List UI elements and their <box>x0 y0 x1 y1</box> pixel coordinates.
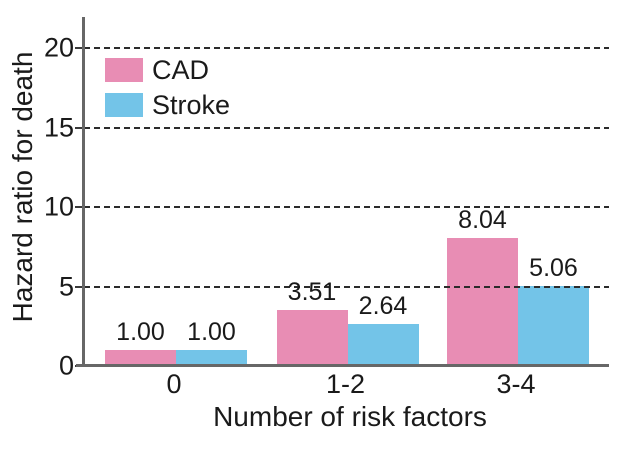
legend-item-cad: CAD <box>105 54 230 85</box>
bar-cad-0 <box>105 350 176 366</box>
bar-cad-3-4 <box>447 238 518 366</box>
x-tick-label-3-4: 3-4 <box>496 369 536 399</box>
legend-item-stroke: Stroke <box>105 89 231 120</box>
x-tick-label-0: 0 <box>166 369 182 399</box>
value-label-cad-3-4: 8.04 <box>458 206 507 234</box>
y-tick-mark-15 <box>75 126 84 129</box>
x-axis-line <box>76 364 609 367</box>
bar-cad-1-2 <box>276 310 348 366</box>
value-label-stroke-1-2: 2.64 <box>358 292 408 320</box>
y-tick-label-10: 10 <box>43 191 74 222</box>
y-tick-mark-5 <box>75 285 84 288</box>
bar-stroke-0 <box>176 350 247 366</box>
y-tick-label-15: 15 <box>43 112 74 142</box>
value-label-stroke-0: 1.00 <box>187 318 236 346</box>
y-axis-line <box>82 17 85 367</box>
gridline-y-10 <box>84 206 609 208</box>
legend-swatch-cad <box>105 58 143 82</box>
gridline-y-5 <box>84 285 609 288</box>
value-label-stroke-3-4: 5.06 <box>529 254 578 282</box>
y-tick-label-20: 20 <box>43 32 74 63</box>
bar-stroke-1-2 <box>347 324 419 366</box>
gridline-y-20 <box>84 47 609 49</box>
bar-stroke-3-4 <box>518 286 589 366</box>
x-axis-title: Number of risk factors <box>213 401 487 432</box>
gridline-y-15 <box>84 126 609 129</box>
x-tick-label-1-2: 1-2 <box>325 369 366 399</box>
legend-label-cad: CAD <box>152 54 210 85</box>
y-tick-label-0: 0 <box>58 350 74 381</box>
legend-swatch-stroke <box>105 93 143 117</box>
value-label-cad-1-2: 3.51 <box>287 278 337 306</box>
y-tick-mark-20 <box>75 47 84 49</box>
legend-label-stroke: Stroke <box>152 89 231 120</box>
y-tick-mark-10 <box>75 206 84 208</box>
value-label-cad-0: 1.00 <box>116 318 165 346</box>
legend: CAD Stroke <box>105 54 231 128</box>
y-tick-label-5: 5 <box>58 271 74 301</box>
